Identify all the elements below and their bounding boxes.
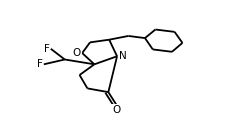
Text: O: O	[112, 105, 120, 115]
Text: N: N	[119, 51, 126, 61]
Text: O: O	[72, 48, 81, 58]
Text: F: F	[36, 59, 43, 69]
Text: F: F	[43, 44, 50, 54]
